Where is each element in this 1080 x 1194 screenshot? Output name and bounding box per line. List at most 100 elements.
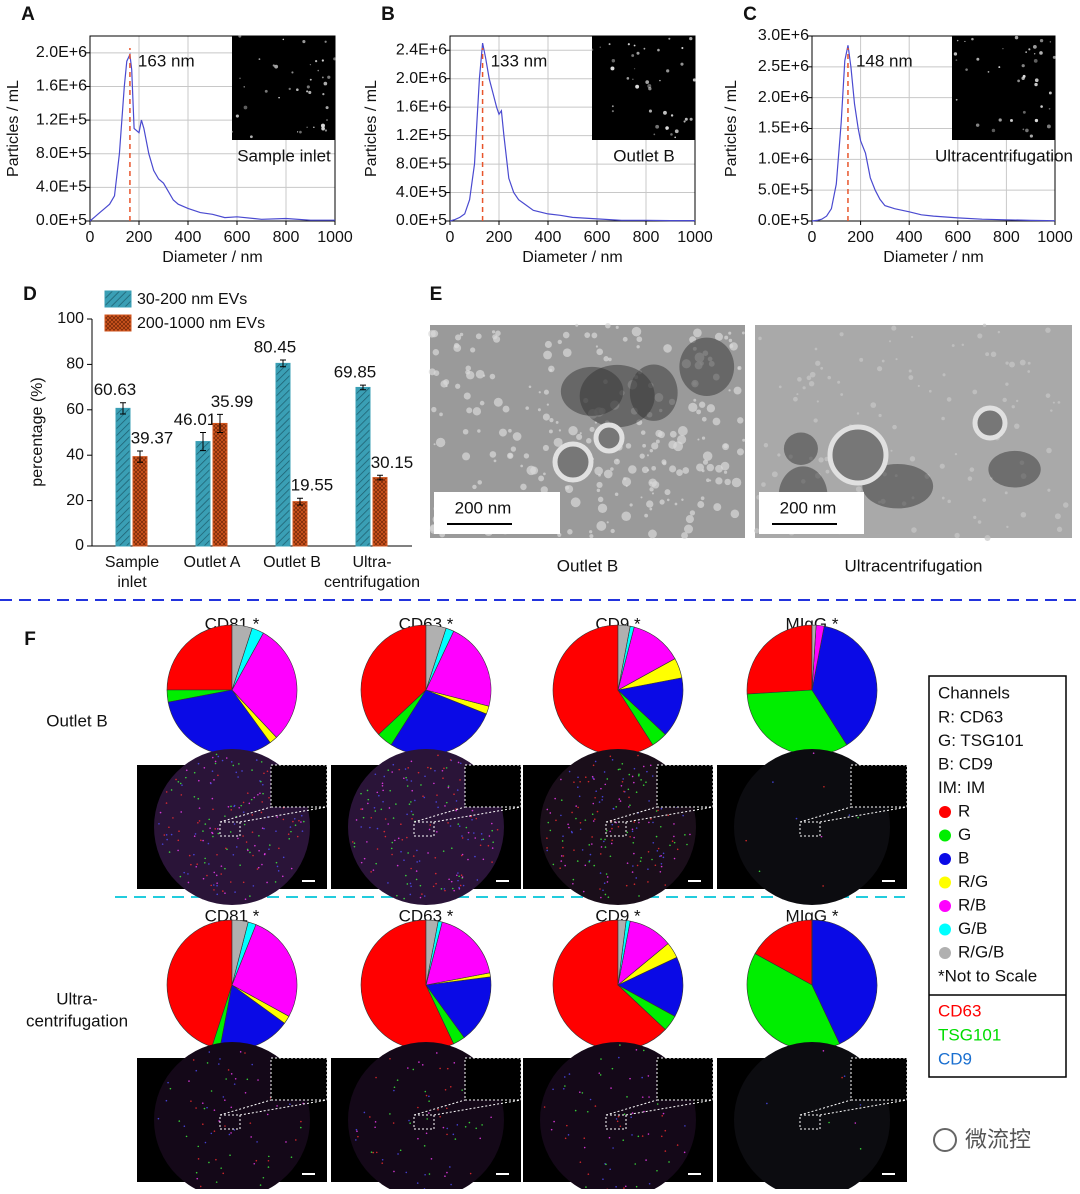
vesicle	[707, 404, 715, 412]
vesicle	[598, 497, 603, 502]
particle	[1049, 108, 1051, 110]
spot	[195, 866, 197, 868]
spot	[396, 895, 398, 897]
spot	[491, 823, 493, 825]
vesicle	[703, 451, 712, 460]
spot	[257, 794, 259, 796]
inset-image	[232, 36, 335, 140]
spot	[214, 1130, 216, 1132]
vesicle	[655, 430, 662, 437]
spot	[186, 769, 188, 771]
inset-image	[952, 36, 1055, 140]
vesicle	[454, 343, 459, 348]
spot	[263, 828, 265, 830]
particle	[317, 70, 319, 72]
spot	[450, 1086, 452, 1088]
spot	[381, 1162, 383, 1164]
spot	[295, 1139, 297, 1141]
spot	[400, 823, 402, 825]
spot	[288, 833, 290, 835]
spot	[481, 839, 483, 841]
spot	[638, 775, 640, 777]
spot	[409, 803, 411, 805]
spot	[431, 1158, 433, 1160]
particle	[668, 38, 670, 40]
vesicle	[1057, 527, 1062, 532]
spot	[593, 765, 595, 767]
spot	[600, 1074, 602, 1076]
spot	[600, 838, 602, 840]
bar	[293, 502, 307, 546]
legend-label: R/G	[958, 872, 988, 891]
spot	[236, 846, 238, 848]
value-label: 35.99	[211, 392, 254, 411]
vesicle	[929, 390, 932, 393]
spot	[252, 831, 254, 833]
spot	[391, 848, 393, 850]
spot	[405, 768, 407, 770]
particle	[306, 127, 307, 128]
spot	[449, 1166, 451, 1168]
spot	[567, 824, 569, 826]
spot	[674, 858, 676, 860]
vesicle	[476, 333, 482, 339]
spot	[429, 1173, 431, 1175]
spot	[414, 800, 416, 802]
spot	[212, 757, 214, 759]
vesicle	[547, 404, 549, 406]
spot	[258, 850, 260, 852]
spot	[210, 783, 212, 785]
spot	[298, 820, 300, 822]
spot	[637, 865, 639, 867]
spot	[214, 1109, 216, 1111]
vesicle	[709, 480, 711, 482]
spot	[285, 1141, 287, 1143]
spot	[435, 883, 437, 885]
spot	[618, 798, 620, 800]
spot	[177, 850, 179, 852]
spot	[677, 1144, 679, 1146]
vesicle	[548, 366, 555, 373]
spot	[657, 1103, 659, 1105]
spot	[477, 879, 479, 881]
spot	[562, 847, 564, 849]
spot	[490, 1116, 492, 1118]
y-axis-label: Particles / mL	[363, 80, 380, 177]
spot	[660, 855, 662, 857]
spot	[474, 837, 476, 839]
particle	[685, 118, 688, 121]
spot	[416, 870, 418, 872]
spot	[181, 784, 183, 786]
spot	[303, 821, 305, 823]
particle	[1015, 36, 1018, 39]
spot	[375, 773, 377, 775]
legend-label: 30-200 nm EVs	[137, 291, 247, 308]
vesicle	[520, 484, 526, 490]
x-tick-label: 800	[993, 229, 1020, 246]
vesicle	[826, 470, 830, 474]
spot	[366, 841, 368, 843]
vesicle	[575, 324, 578, 327]
spot	[630, 1116, 632, 1118]
particle	[238, 35, 241, 38]
stain	[988, 451, 1040, 488]
spot	[648, 851, 650, 853]
particle	[1049, 92, 1052, 95]
vesicle	[702, 417, 707, 422]
spot	[745, 840, 747, 842]
spot	[206, 875, 208, 877]
vesicle	[476, 370, 485, 379]
spot	[268, 1160, 270, 1162]
spot	[424, 775, 426, 777]
spot	[656, 810, 658, 812]
particle	[988, 71, 990, 73]
vesicle	[544, 390, 549, 395]
spot	[582, 1092, 584, 1094]
vesicle	[661, 459, 666, 464]
y-tick-label: 20	[66, 492, 84, 509]
inset-label: Outlet B	[613, 146, 674, 165]
spot	[196, 1178, 198, 1180]
spot	[602, 889, 604, 891]
spot	[212, 808, 214, 810]
spot	[632, 842, 634, 844]
